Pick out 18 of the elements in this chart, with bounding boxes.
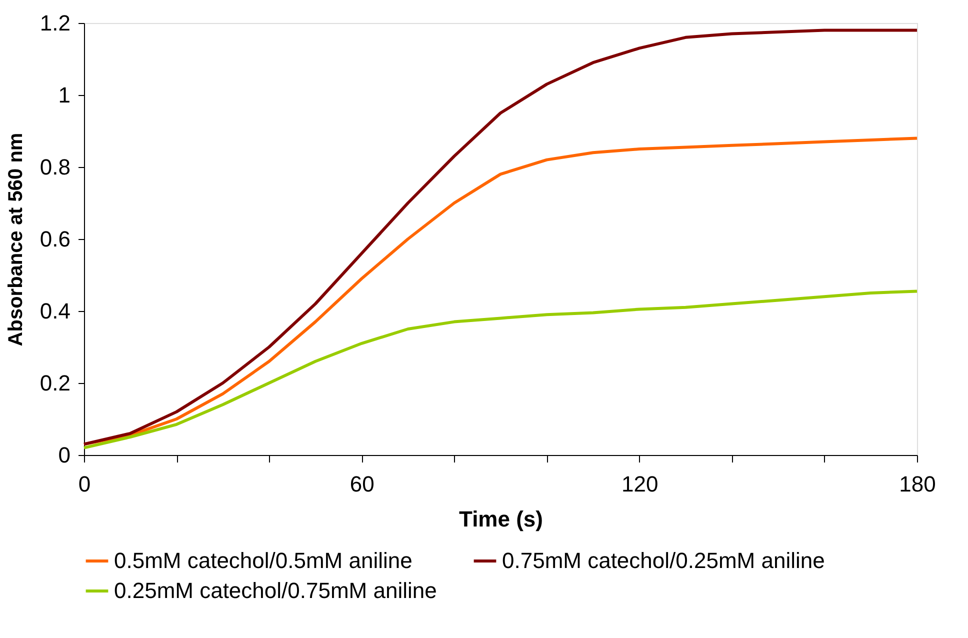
- x-tick-label: 120: [621, 472, 658, 496]
- x-tick-label: 180: [899, 472, 936, 496]
- y-tick-label: 0.8: [40, 154, 70, 180]
- legend-label: 0.5mM catechol/0.5mM aniline: [114, 548, 412, 573]
- x-axis-title: Time (s): [459, 506, 543, 532]
- x-tick-label: 60: [350, 472, 374, 496]
- y-tick-label: 0.2: [40, 370, 70, 396]
- y-tick-label: 0: [58, 442, 70, 468]
- x-tick-label: 0: [78, 472, 91, 496]
- legend-label: 0.25mM catechol/0.75mM aniline: [114, 578, 437, 603]
- y-axis-title: Absorbance at 560 nm: [4, 132, 27, 346]
- y-tick-label: 0.6: [40, 226, 70, 252]
- y-tick-label: 1.2: [40, 10, 70, 36]
- y-tick-label: 1: [58, 82, 70, 108]
- legend-label: 0.75mM catechol/0.25mM aniline: [502, 548, 825, 573]
- line-series: [82, 290, 918, 450]
- line-series: [82, 28, 918, 446]
- y-tick-label: 0.4: [40, 298, 70, 324]
